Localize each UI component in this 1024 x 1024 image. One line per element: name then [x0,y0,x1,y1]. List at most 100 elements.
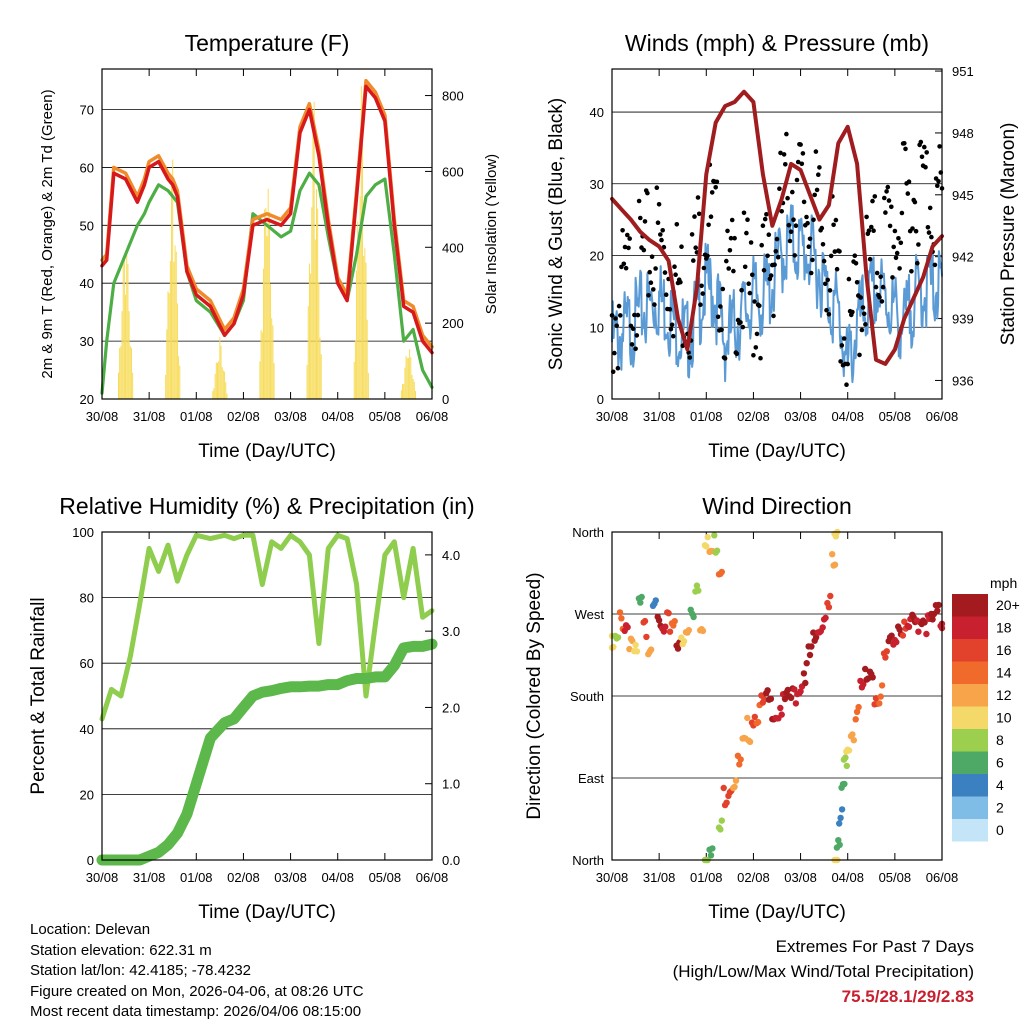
wind-xtick-label: 05/08 [879,409,912,424]
dir-point [808,643,815,650]
wind-panel: Winds (mph) & Pressure (mb) Time (Day/UTC… [546,30,1019,462]
temp-frame [101,68,433,400]
wind-gust-dot [618,313,623,318]
extremes-panel: Extremes For Past 7 Days (High/Low/Max W… [673,934,974,1009]
wind-gust-dot [753,345,759,350]
dir-point [671,618,678,625]
dir-point [831,561,839,568]
rh-title: Relative Humidity (%) & Precipitation (i… [59,493,474,519]
dir-point [878,682,886,689]
wind-gust-dot [786,222,792,228]
wind-gust-dot [648,280,654,286]
wind-gust-dot [905,191,911,196]
wind-gust-dot [860,305,866,310]
dir-title: Wind Direction [702,493,852,519]
rh-ytick-label: 40 [80,722,94,737]
temp-xtick-label: 04/08 [321,409,354,424]
rh-ytick-right-label: 1.0 [442,777,460,792]
colorbar-tick-label: 10 [996,710,1012,726]
wind-gust-dot [858,295,863,300]
dir-point [825,604,833,611]
colorbar-tick-label: 0 [996,822,1004,838]
dir-point [787,694,795,701]
dir-xtick-label: 02/08 [737,870,770,885]
wind-gust-dot [725,228,730,234]
dir-point [855,703,862,711]
rh-xtick-label: 30/08 [86,870,119,885]
wind-gust-dot [899,210,905,216]
wind-frame [611,68,943,400]
dir-point [736,761,743,768]
dir-point [888,632,895,639]
dir-ytick-label: South [570,689,604,704]
rh-ytick-label: 20 [80,787,94,802]
wind-gust-dot [630,326,636,332]
wind-gust-dot [874,270,880,276]
dir-point [836,841,843,848]
dir-point [862,665,869,673]
wind-gust-dot [833,217,839,223]
wind-gust-dot [844,382,849,388]
dir-point [662,623,669,630]
wind-xtick-label: 30/08 [596,409,629,424]
dir-point [637,599,644,606]
wind-gust-dot [627,236,632,241]
dir-point [882,654,889,661]
temp-xtick-label: 02/08 [227,409,260,424]
wind-gust-dot [738,320,743,325]
dir-point [822,614,829,622]
dir-point [720,784,727,792]
wind-gust-dot [616,303,622,309]
dir-point [869,674,876,681]
rh-ytick-label: 60 [80,656,94,671]
rh-xtick-label: 04/08 [321,870,354,885]
wind-gust-dot [655,220,661,225]
dir-point [784,686,791,694]
temp-ytick-label: 70 [80,103,94,118]
wind-gust-dot [857,352,862,358]
dir-point [819,624,826,631]
dir-point [699,627,707,635]
dir-ylabel: Direction (Colored By Speed) [524,572,545,819]
wind-gust-dot [654,185,660,190]
dir-point [843,762,850,770]
wind-gust-dot [880,284,886,290]
wind-gust-dot [739,287,744,293]
colorbar-swatch [952,796,988,819]
dir-point [614,634,622,641]
temp-9m-line [100,78,434,349]
wind-gust-dot [645,190,650,196]
wind-ytick-right-label: 936 [952,373,974,388]
wind-gust-dot [668,326,674,332]
wind-xtick-label: 31/08 [643,409,676,424]
dir-frame [611,531,943,861]
rh-frame [101,531,433,861]
wind-gust-dot [834,266,840,272]
rh-ytick-right-label: 0.0 [442,853,460,868]
wind-gust-dot [751,353,756,358]
dir-point [876,700,883,707]
wind-gust-dot [750,272,755,278]
dir-point [703,543,710,550]
colorbar-tick-label: 12 [996,687,1012,703]
wind-gust-dot [718,304,723,309]
wind-gust-dot [839,343,845,348]
wind-gust-dot [788,229,794,234]
wind-gust-dot [773,249,779,254]
dir-point [685,627,692,634]
wind-gust-dot [864,214,869,220]
wind-gust-dot [919,154,925,160]
temp-xtick-label: 01/08 [180,409,213,424]
wind-gust-dot [894,250,900,256]
wind-gust-dot [642,219,648,224]
dir-point [935,601,942,609]
station-latlon: Station lat/lon: 42.4185; -78.4232 [30,962,252,979]
dir-point [647,646,655,653]
wind-gust-dot [884,189,889,194]
wind-gust-dot [853,261,859,266]
wind-gust-dot [652,302,657,307]
wind-gust-dot [893,255,899,261]
wind-gust-dot [837,249,842,254]
wind-gust-dot [891,244,896,250]
wind-gust-dot [850,309,855,315]
